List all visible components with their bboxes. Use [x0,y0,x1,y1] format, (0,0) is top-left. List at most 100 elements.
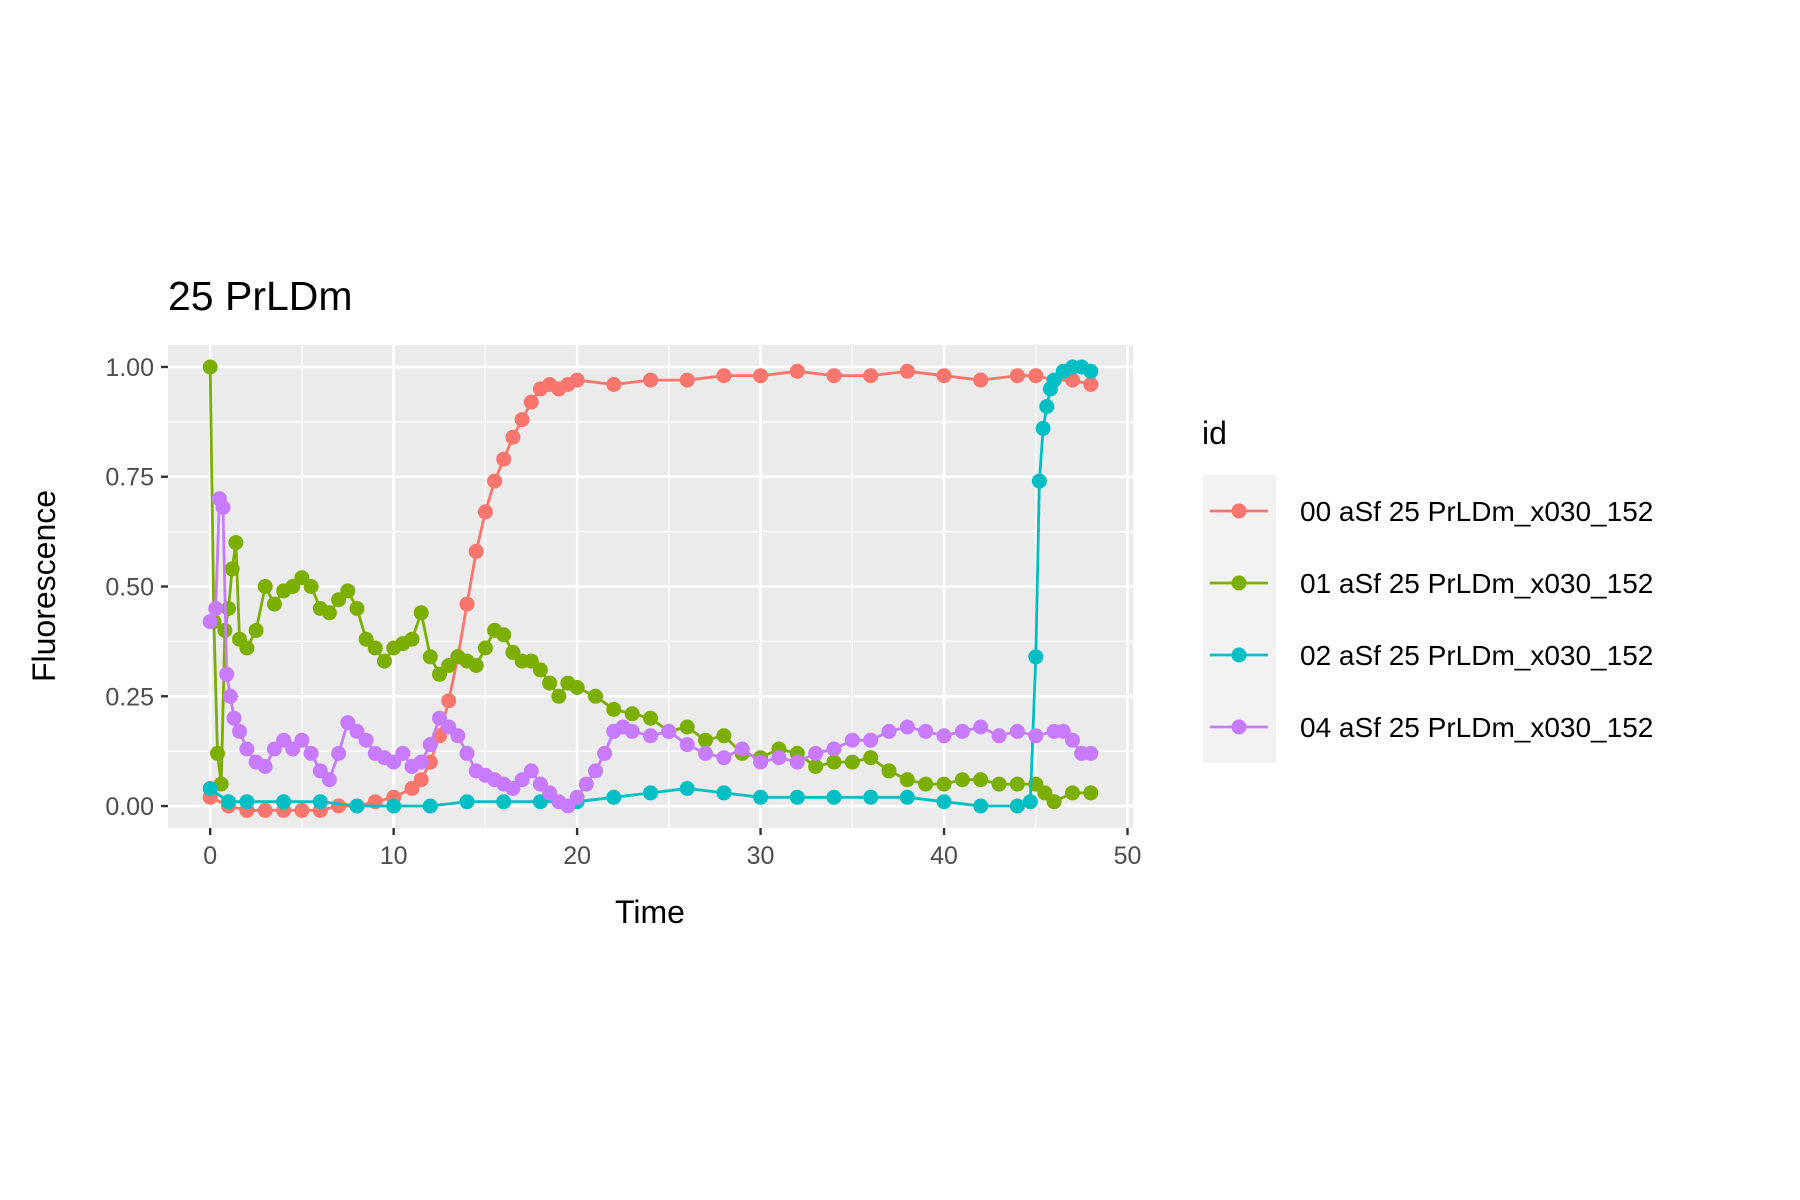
y-tick-label: 0.00 [105,793,154,821]
data-point [505,429,521,445]
data-point [881,763,897,779]
data-point [303,745,319,761]
data-point [477,504,493,520]
data-point [215,500,231,515]
data-point [679,719,695,735]
data-point [441,693,457,709]
data-point [321,772,337,788]
data-point [826,368,842,384]
legend-title: id [1202,415,1227,451]
data-point [208,601,224,616]
data-point [222,688,238,704]
data-point [239,640,255,656]
legend-key-point [1231,575,1247,591]
data-point [863,789,879,805]
legend-item: 00 aSf 25 PrLDm_x030_152 [1210,496,1653,527]
data-point [991,776,1007,792]
series-3 [202,491,1099,814]
data-point [863,368,879,384]
data-point [413,772,429,788]
data-point [954,723,970,739]
data-point [1009,368,1025,384]
y-tick-label: 0.50 [105,574,154,602]
data-point [661,723,677,739]
data-point [973,798,989,814]
legend-key-point [1231,647,1247,663]
data-point [413,754,429,770]
data-point [294,732,310,748]
data-point [716,750,732,766]
legend-label: 01 aSf 25 PrLDm_x030_152 [1300,568,1653,599]
data-point [1035,420,1051,436]
data-point [643,710,658,726]
data-point [578,776,594,792]
data-point [863,750,879,766]
y-tick-label: 1.00 [105,354,154,382]
data-point [257,802,273,818]
data-point [367,640,383,656]
y-tick-label: 0.25 [105,683,154,711]
data-point [789,754,805,770]
data-point [422,737,438,753]
data-point [202,614,218,630]
data-point [899,363,915,379]
data-point [597,745,613,761]
data-point [422,649,438,665]
data-point [422,798,438,814]
data-point [643,785,658,801]
data-point [753,368,769,384]
data-point [1046,794,1062,810]
data-point [276,794,292,810]
data-point [899,789,915,805]
data-point [826,789,842,805]
data-point [1083,745,1099,761]
data-point [1028,728,1044,744]
data-point [532,662,548,678]
data-point [1022,794,1038,810]
data-point [377,653,392,669]
data-point [226,710,242,726]
data-point [331,798,347,814]
data-point [395,745,411,761]
x-tick-label: 50 [1114,842,1142,870]
data-point [312,794,328,810]
series-layer [202,359,1099,818]
data-point [679,372,695,388]
data-point [808,759,824,774]
x-tick-label: 20 [563,842,591,870]
data-point [340,583,356,599]
data-point [459,794,475,810]
data-point [973,719,989,735]
data-point [918,776,934,792]
data-point [569,372,585,388]
data-point [753,754,769,770]
data-point [1065,785,1080,801]
x-tick-label: 30 [747,842,775,870]
data-point [936,368,952,384]
data-point [698,732,713,748]
legend-label: 00 aSf 25 PrLDm_x030_152 [1300,496,1653,527]
data-point [1009,723,1025,739]
data-point [954,772,970,788]
data-point [936,776,952,792]
data-point [257,579,273,594]
data-point [239,741,255,757]
data-point [1009,776,1025,792]
data-point [1031,473,1047,489]
data-point [266,596,282,612]
data-point [358,732,374,748]
x-tick-label: 0 [203,842,217,870]
data-point [881,723,897,739]
data-point [624,723,640,739]
legend-key-point [1231,503,1247,519]
data-point [844,754,860,770]
data-point [248,622,264,638]
data-point [716,785,732,801]
data-point [202,781,218,796]
legend: 00 aSf 25 PrLDm_x030_152 01 aSf 25 PrLDm_… [1210,496,1653,743]
data-point [588,688,603,704]
data-point [569,789,585,805]
legend-label: 04 aSf 25 PrLDm_x030_152 [1300,712,1653,743]
data-point [232,723,247,739]
